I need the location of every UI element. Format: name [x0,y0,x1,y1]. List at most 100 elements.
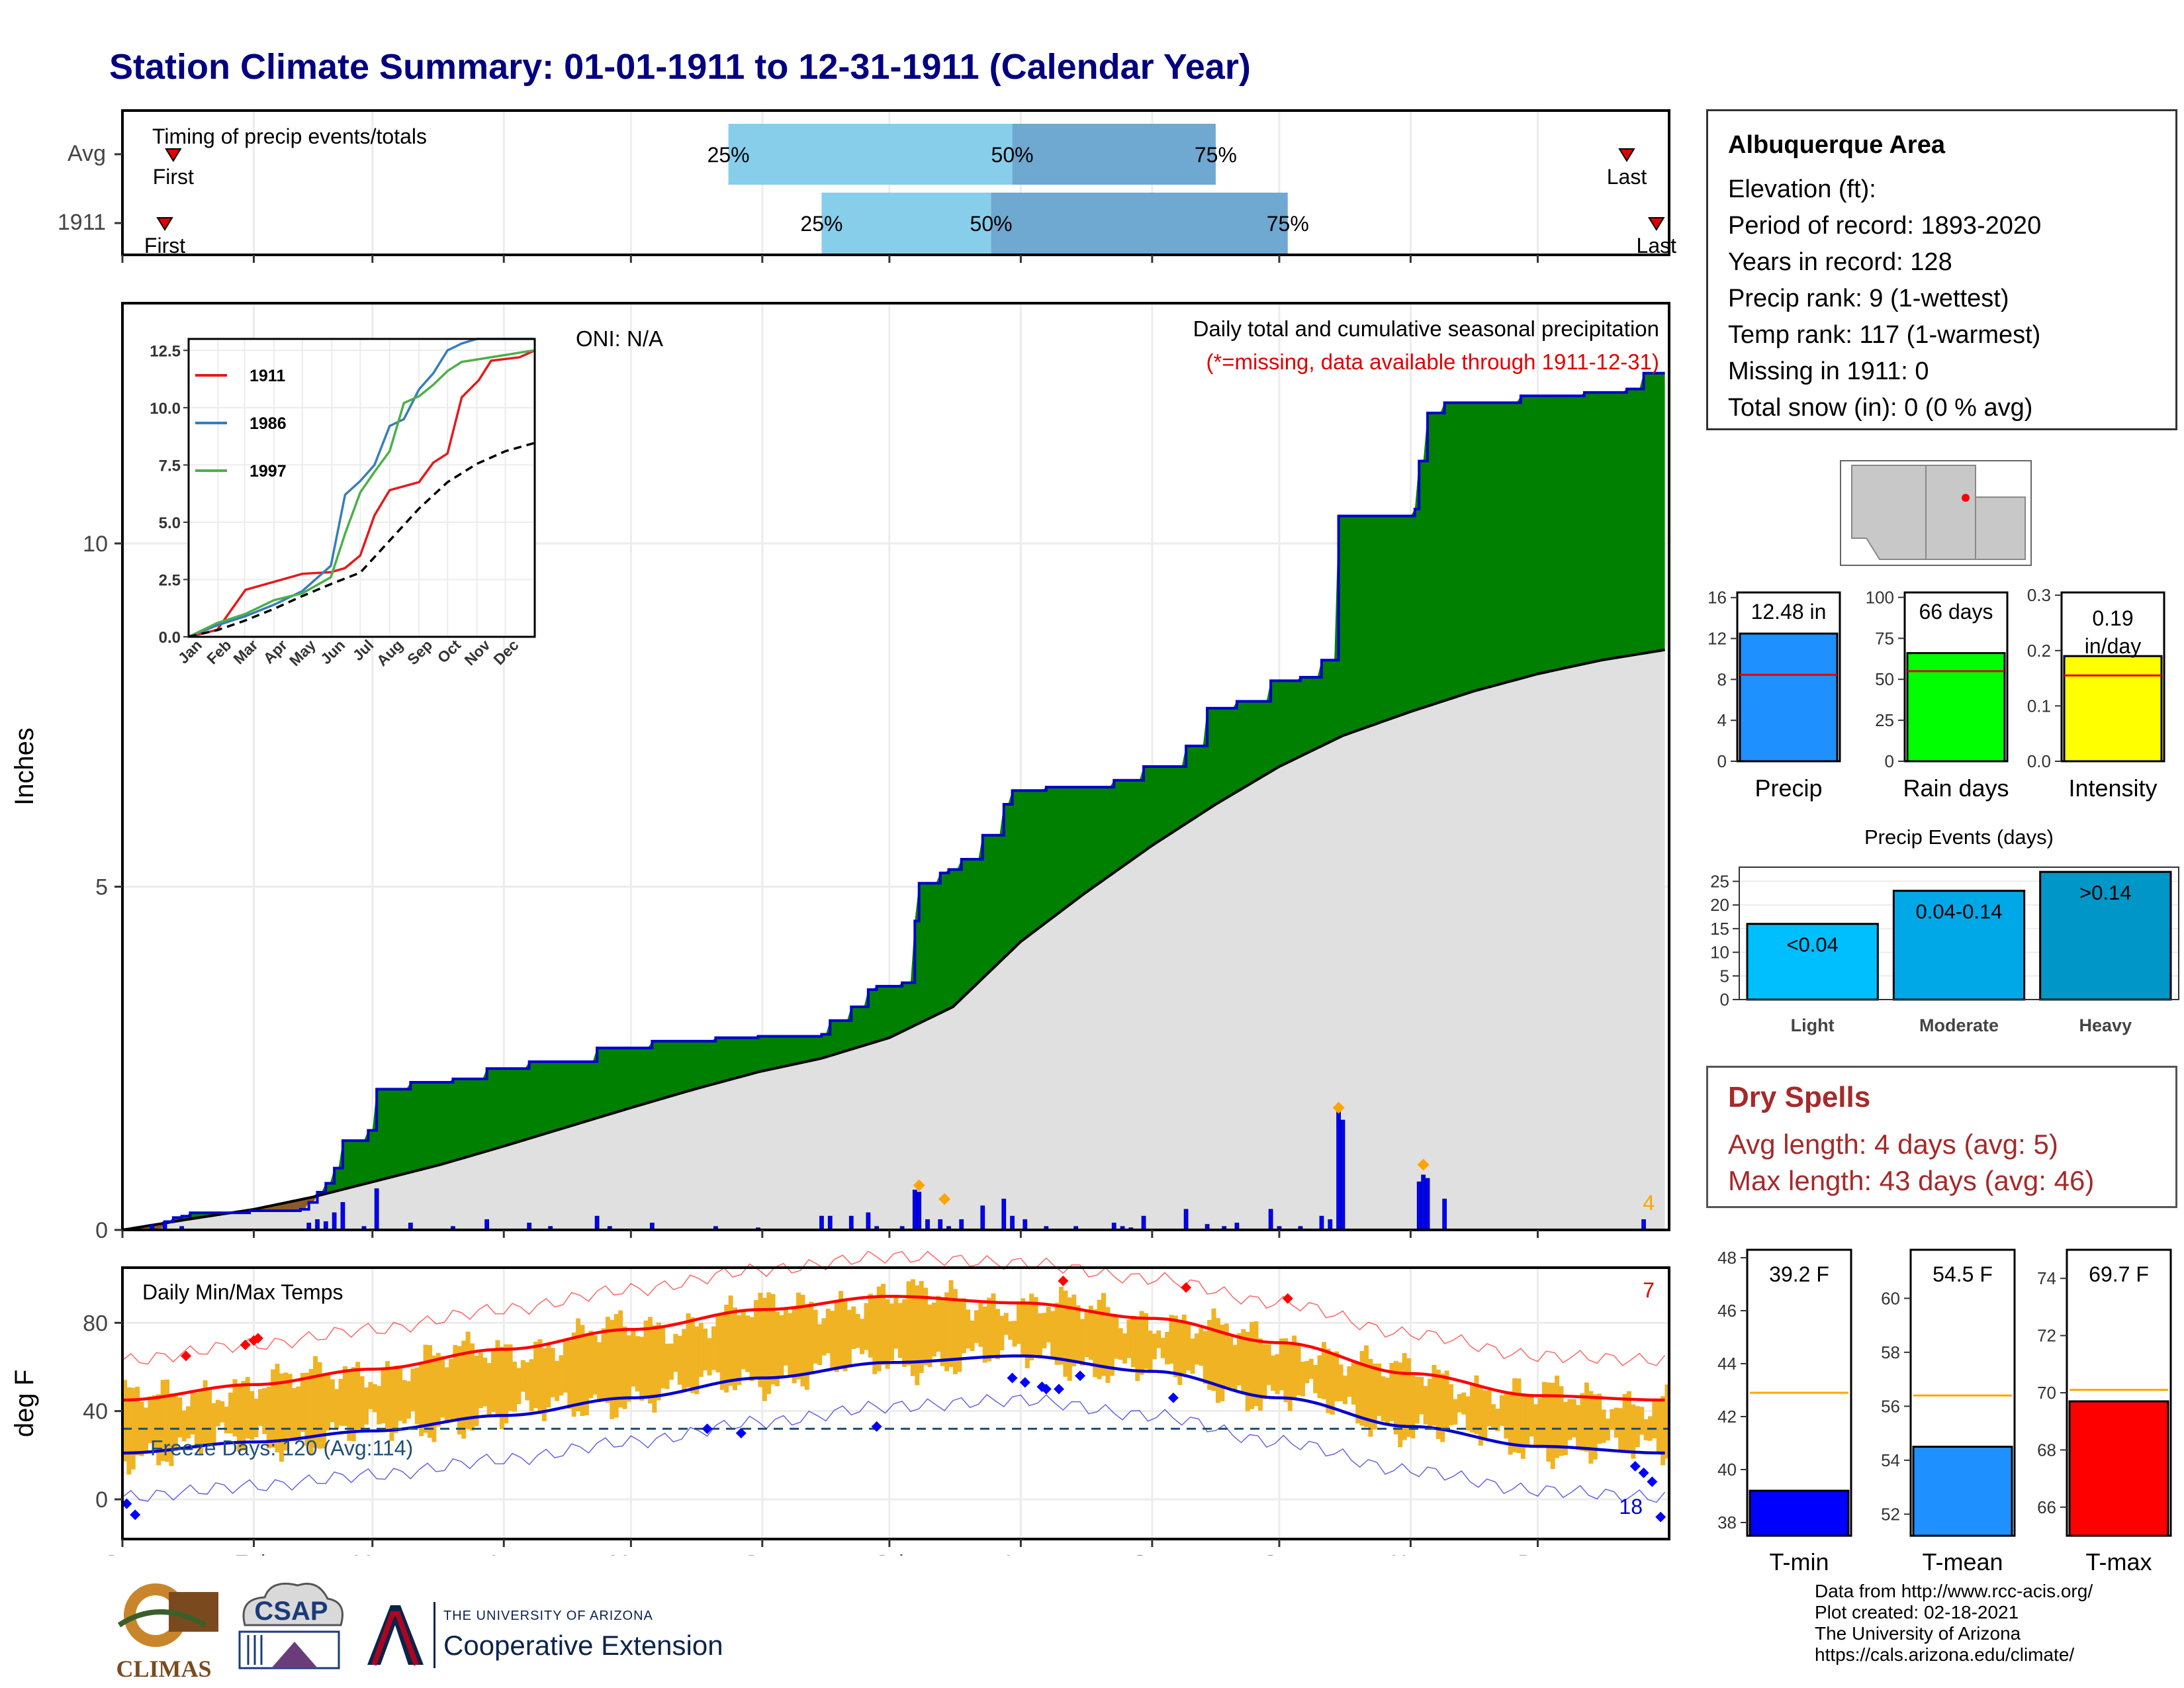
dry-spells-max: Max length: 43 days (avg: 46) [1728,1165,2095,1196]
daily-temp-bar [1211,1308,1216,1391]
daily-temp-bar [1292,1335,1297,1401]
events-y-tick-label: 20 [1710,895,1729,915]
daily-temp-bar [779,1315,784,1377]
daily-temp-bar [271,1369,276,1448]
daily-temp-bar [825,1309,831,1354]
daily-precip-bar [925,1219,930,1231]
station-precip-rank: Precip rank: 9 (1-wettest) [1728,285,2009,312]
x-tick-label-Apr: Apr [486,1551,522,1556]
daily-temp-bar [1169,1315,1174,1364]
precip-y-tick-label: 10 [83,532,108,557]
daily-temp-bar [165,1379,170,1462]
daily-temp-bar [1275,1354,1280,1394]
page-title: Station Climate Summary: 01-01-1911 to 1… [109,47,1251,87]
credit-university: The University of Arizona [1815,1623,2021,1644]
daily-temp-bar [308,1368,314,1455]
daily-temp-bar [846,1309,852,1367]
record-low-marker [1075,1370,1086,1382]
precip-y-tick-label: 0 [95,1218,108,1243]
daily-temp-bar [224,1406,229,1434]
daily-temp-bar [236,1383,242,1452]
station-elevation: Elevation (ft): [1728,175,1876,203]
daily-precip-bar [1328,1219,1333,1231]
daily-temp-bar [766,1292,772,1394]
precip-event-category: Light [1791,1015,1835,1035]
inset-y-tick-label: 5.0 [159,514,181,532]
daily-temp-bar [1652,1400,1657,1438]
daily-temp-bar [533,1341,539,1409]
daily-precip-bar [1183,1209,1189,1231]
daily-temp-bar [889,1303,894,1361]
daily-temp-bar [1334,1351,1340,1401]
daily-temp-bar [1194,1333,1199,1365]
daily-precip-bar [1421,1174,1426,1231]
record-low-marker [1167,1392,1179,1403]
daily-temp-bar [1093,1309,1098,1378]
daily-temp-bar [126,1387,132,1475]
daily-precip-bar [1268,1209,1273,1231]
daily-temp-bar [541,1348,547,1421]
daily-temp-bar [326,1375,331,1430]
daily-temp-bar [1567,1399,1572,1440]
daily-temp-bar [732,1307,737,1391]
precip-event-bar-label: <0.04 [1786,933,1838,957]
daily-temp-bar [453,1344,458,1419]
tmean-y-tick-label: 60 [1881,1288,1900,1308]
climas-logo: CLIMAS [106,1579,222,1682]
daily-temp-bar [389,1368,394,1441]
daily-temp-bar [1097,1299,1102,1380]
daily-temp-bar [1262,1344,1267,1399]
daily-temp-bar [470,1343,475,1431]
daily-temp-bar [144,1407,149,1454]
daily-temp-bar [800,1294,805,1387]
daily-temp-bar [1342,1376,1347,1405]
cold-days-count: 18 [1619,1495,1643,1519]
daily-temp-bar [1555,1376,1560,1458]
daily-temp-bar [1622,1393,1627,1450]
daily-temp-bar [597,1342,602,1403]
timing-plot-frame [121,109,1670,256]
daily-temp-bar [173,1394,178,1451]
daily-temp-bar [1156,1330,1161,1348]
tmean-bar-t-min [1749,1489,1850,1537]
daily-precip-bar [1141,1215,1146,1231]
daily-temp-bar [241,1381,246,1451]
daily-temp-bar [1266,1344,1271,1385]
daily-temp-bar [1626,1391,1631,1452]
total-y-tick-label: 16 [1707,588,1727,608]
inset-series-line-1911 [188,350,535,638]
daily-temp-bar [1385,1378,1390,1425]
daily-temp-bar [897,1303,903,1358]
tmean-panel-label: T-min [1770,1548,1829,1575]
daily-precip-bar [1442,1198,1447,1231]
daily-temp-bar [915,1285,920,1385]
daily-temp-bar [486,1363,492,1415]
tmean-value-label: 39.2 F [1769,1262,1829,1286]
daily-temp-bar [504,1344,509,1424]
daily-temp-bar [1190,1338,1195,1374]
events-y-tick-label: 0 [1720,990,1729,1009]
daily-temp-bar [1631,1404,1636,1459]
daily-temp-bar [686,1313,691,1387]
daily-precip-bar [1416,1181,1422,1231]
daily-temp-bar [987,1297,992,1362]
daily-temp-bar [719,1314,725,1390]
tmean-y-tick-label: 70 [2037,1383,2056,1403]
total-y-tick-label: 50 [1875,669,1894,689]
daily-temp-bar [728,1295,733,1386]
precip-event-bar-heavy [2039,870,2172,1001]
daily-precip-bar [848,1215,854,1231]
inset-series-line-1986 [188,338,534,638]
daily-temp-bar [1024,1301,1030,1369]
inset-y-tick-label: 0.0 [159,629,181,647]
daily-temp-bar [516,1368,522,1405]
daily-temp-bar [414,1367,420,1425]
daily-temp-bar [1432,1364,1437,1426]
daily-temp-bar [245,1377,250,1439]
daily-temp-bar [1144,1313,1149,1369]
daily-precip-bar [912,1190,917,1231]
total-panel-label: Intensity [2068,774,2157,802]
daily-temp-bar [368,1382,373,1409]
daily-temp-bar [1257,1338,1263,1411]
timing-bar-50-75 [991,193,1288,254]
